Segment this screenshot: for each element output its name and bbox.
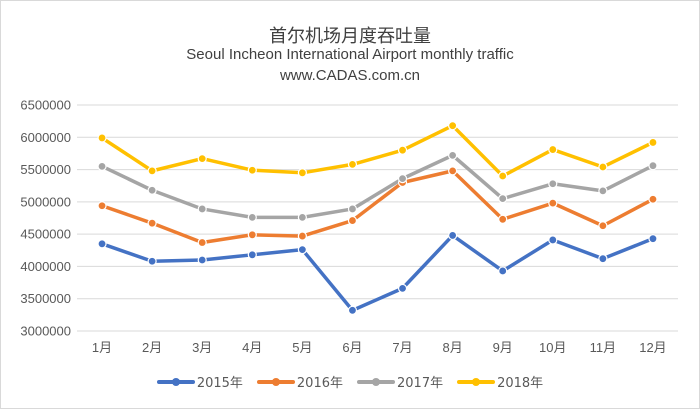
series-markers — [97, 121, 658, 315]
legend-label: 2018年 — [497, 376, 544, 391]
data-point — [247, 212, 257, 222]
data-point — [397, 283, 408, 293]
legend-swatch — [457, 377, 496, 387]
y-tick-label: 5000000 — [20, 194, 71, 209]
x-tick-label: 8月 — [443, 340, 463, 355]
data-point — [448, 230, 458, 241]
data-point — [498, 171, 508, 181]
data-point — [548, 144, 558, 155]
legend-label: 2017年 — [397, 376, 444, 391]
data-point — [247, 250, 257, 260]
legend-swatch — [156, 377, 195, 387]
x-tick-label: 7月 — [392, 340, 412, 355]
x-tick-label: 12月 — [639, 340, 666, 355]
data-point — [347, 159, 358, 170]
data-point — [648, 161, 658, 171]
legend-label: 2016年 — [296, 376, 343, 391]
data-point — [448, 121, 458, 131]
x-tick-label: 2月 — [142, 340, 162, 355]
x-axis-ticks: 1月 2月 3月 4月 5月 6月 7月 8月 9月 10月 11月 12月 — [92, 340, 667, 355]
data-point — [648, 194, 658, 204]
x-tick-label: 9月 — [493, 340, 513, 355]
x-tick-label: 6月 — [342, 340, 362, 355]
data-point — [448, 150, 458, 160]
data-point — [548, 198, 558, 208]
data-point — [297, 212, 307, 222]
data-point — [648, 234, 658, 244]
data-point — [598, 162, 608, 172]
series-line-0 — [100, 233, 655, 313]
series-line-1 — [100, 169, 655, 245]
legend-item: 2017年 — [357, 372, 443, 391]
x-tick-label: 4月 — [242, 340, 262, 355]
data-point — [247, 165, 257, 175]
data-point — [347, 204, 358, 214]
data-point — [498, 194, 508, 204]
data-point — [397, 145, 408, 155]
y-tick-label: 5500000 — [20, 162, 71, 177]
data-point — [197, 255, 207, 265]
series-line-3 — [100, 123, 655, 178]
data-point — [147, 256, 157, 266]
data-point — [448, 166, 458, 176]
legend-item: 2018年 — [457, 372, 543, 391]
data-point — [297, 231, 307, 241]
legend-swatch — [357, 377, 395, 387]
chart-legend: 2015年 2016年 2017年 2018年 — [0, 372, 700, 391]
y-tick-label: 6000000 — [20, 130, 71, 145]
data-point — [97, 161, 107, 171]
x-tick-label: 5月 — [292, 340, 312, 355]
chart-subtitle: Seoul Incheon International Airport mont… — [186, 46, 514, 63]
y-tick-label: 4000000 — [20, 259, 71, 274]
legend-swatch — [256, 377, 295, 387]
x-tick-label: 11月 — [590, 340, 617, 355]
data-point — [598, 186, 608, 196]
x-tick-label: 10月 — [539, 340, 566, 355]
series-lines — [100, 123, 655, 313]
data-point — [197, 237, 207, 248]
x-tick-label: 1月 — [92, 340, 112, 355]
data-point — [247, 230, 257, 240]
chart-source: www.CADAS.com.cn — [279, 67, 421, 84]
data-point — [598, 254, 608, 264]
legend-item: 2016年 — [256, 372, 343, 391]
y-tick-label: 3500000 — [20, 291, 71, 306]
data-point — [197, 153, 207, 164]
series-line-2 — [100, 153, 655, 220]
legend-label: 2015年 — [196, 376, 243, 391]
data-point — [147, 166, 157, 176]
y-tick-label: 4500000 — [20, 227, 71, 242]
chart-title: 首尔机场月度吞吐量 — [269, 26, 431, 47]
data-point — [498, 214, 508, 224]
y-tick-label: 6500000 — [20, 98, 71, 113]
grid-lines — [77, 104, 678, 332]
y-tick-label: 3000000 — [20, 324, 71, 339]
data-point — [297, 245, 307, 255]
data-point — [197, 204, 207, 214]
data-point — [548, 179, 558, 189]
legend-item: 2015年 — [156, 372, 243, 391]
data-point — [297, 168, 307, 178]
data-point — [598, 221, 608, 231]
data-point — [97, 133, 107, 143]
x-tick-label: 3月 — [192, 340, 212, 355]
data-point — [147, 218, 157, 228]
data-point — [147, 185, 157, 195]
data-point — [648, 137, 658, 148]
data-point — [97, 201, 107, 211]
data-point — [347, 215, 358, 226]
data-point — [397, 174, 408, 184]
data-point — [347, 305, 358, 315]
data-point — [498, 266, 508, 276]
y-axis-ticks: 3000000 3500000 4000000 4500000 5000000 55000… — [20, 98, 71, 339]
data-point — [548, 235, 558, 245]
data-point — [97, 239, 107, 249]
